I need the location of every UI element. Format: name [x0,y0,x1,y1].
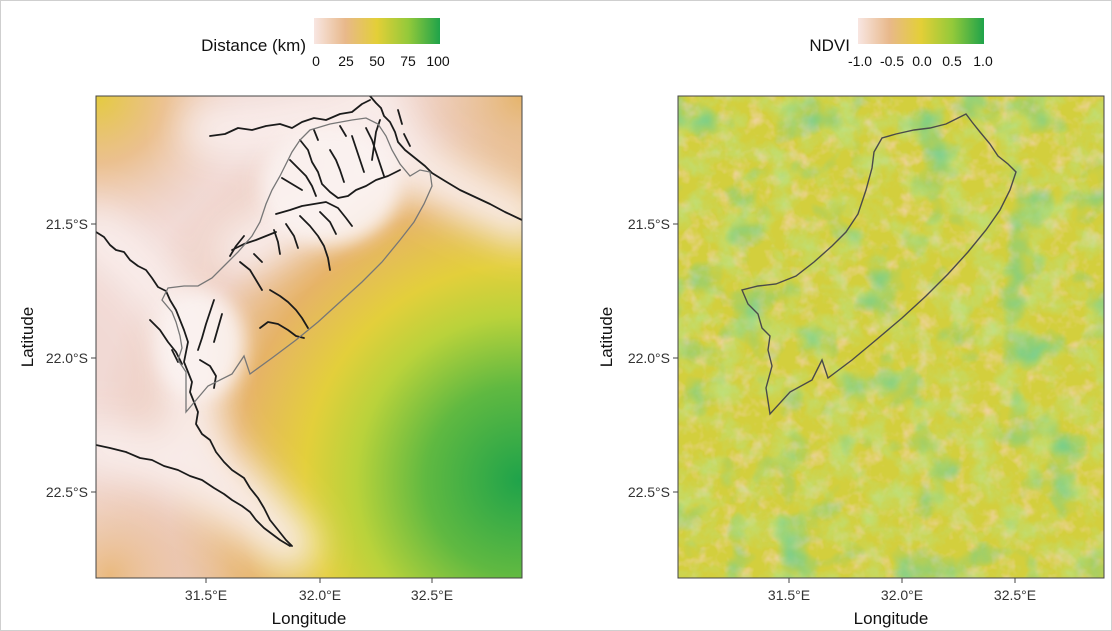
distance-legend-colorbar [314,18,440,44]
distance-y-axis-title: Latitude [18,307,37,368]
river-branch-9 [371,109,411,161]
ndvi-legend-colorbar [858,18,984,44]
x-tick-label: 31.5°E [185,587,227,603]
legend-tick-label: 75 [400,53,416,69]
x-tick-label: 32.5°E [411,587,453,603]
ndvi-y-axis-title: Latitude [597,307,616,368]
legend-tick-label: 50 [369,53,385,69]
distance-map-panel: Distance (km) 0 25 50 75 100 [18,18,523,628]
distance-legend: Distance (km) 0 25 50 75 100 [201,18,450,69]
x-tick-label: 32.0°E [881,587,923,603]
y-tick-label: 22.0°S [46,350,88,366]
river-main-north [369,96,522,221]
river-branch-4 [281,125,347,197]
distance-legend-title: Distance (km) [201,36,306,55]
legend-tick-label: 1.0 [973,53,993,69]
x-tick-label: 31.5°E [768,587,810,603]
ndvi-map-panel: NDVI -1.0 -0.5 0.0 0.5 1.0 31.5°E 32.0°E 32.5°… [597,18,1105,628]
river-branch-7 [259,289,309,339]
y-tick-label: 22.5°S [46,484,88,500]
river-branch-8 [149,299,223,389]
y-tick-label: 21.5°S [628,216,670,232]
ndvi-raster [678,96,1104,578]
ndvi-legend-title: NDVI [809,36,850,55]
river-branch-1 [209,99,371,137]
legend-tick-label: -0.5 [880,53,904,69]
river-branch-3 [329,127,385,183]
river-south [96,444,291,547]
x-tick-label: 32.0°E [299,587,341,603]
y-tick-label: 22.0°S [628,350,670,366]
river-branch-2 [299,139,401,199]
river-branch-6 [229,231,277,291]
distance-map-frame [95,95,523,579]
ndvi-x-axis-title: Longitude [854,609,929,628]
legend-tick-label: 0 [312,53,320,69]
y-tick-label: 21.5°S [46,216,88,232]
distance-raster [96,96,522,578]
river-branch-5 [273,201,353,271]
legend-tick-label: 0.5 [942,53,962,69]
ndvi-map-frame [677,95,1105,579]
x-tick-label: 32.5°E [994,587,1036,603]
park-boundary-right [741,113,1017,416]
y-tick-label: 22.5°S [628,484,670,500]
legend-tick-label: 100 [426,53,450,69]
distance-x-axis-title: Longitude [272,609,347,628]
park-boundary-left [161,117,433,414]
river-west [96,231,293,547]
legend-tick-label: 25 [338,53,354,69]
river-network [96,96,522,547]
ndvi-legend: NDVI -1.0 -0.5 0.0 0.5 1.0 [809,18,993,69]
legend-tick-label: 0.0 [912,53,932,69]
legend-tick-label: -1.0 [848,53,872,69]
